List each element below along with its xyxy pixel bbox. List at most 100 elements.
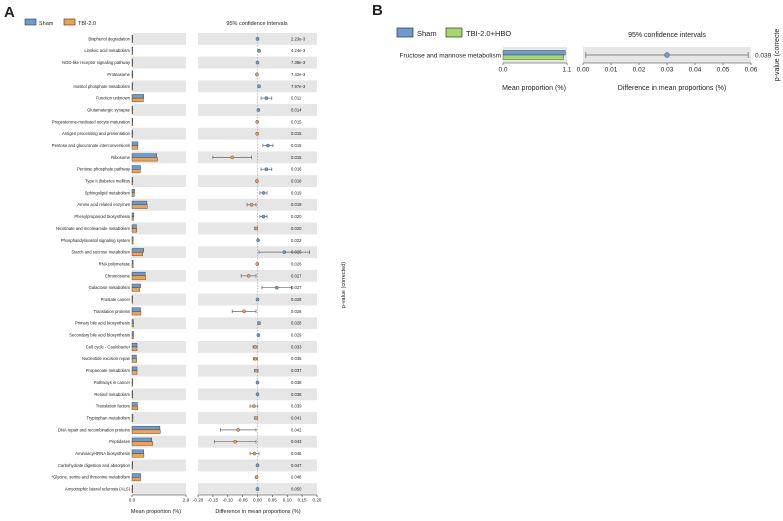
bar-sham xyxy=(131,437,152,442)
p-value: 0.015 xyxy=(291,119,302,124)
difference-point xyxy=(256,238,260,243)
bar-sham xyxy=(131,390,134,395)
p-value: 7.42e-3 xyxy=(291,72,306,77)
bar-sham xyxy=(131,117,134,123)
bar-sham xyxy=(131,485,134,490)
p-value: 0.029 xyxy=(291,333,302,338)
bar-tbi-2-0 xyxy=(131,405,138,411)
bar-sham xyxy=(131,248,144,253)
category-label: Phenylpropanoid biosynthesis xyxy=(74,214,130,219)
p-value: 7.97e-3 xyxy=(291,84,306,89)
bar-tbi-2-0 xyxy=(131,465,134,470)
bar-sham xyxy=(131,189,135,194)
p-value: 0.020 xyxy=(291,226,302,231)
stripe-left xyxy=(132,341,186,353)
legend-tbi-label: TBI-2.0 xyxy=(78,21,96,27)
panel-b-legend: Sham TBI-2.0+HBO xyxy=(396,27,511,38)
p-value: 0.038 xyxy=(291,392,302,397)
category-label: Sphingolipid metabolism xyxy=(85,190,131,195)
category-label: Peptidases xyxy=(109,439,130,444)
panel-b-confidence-intervals xyxy=(585,52,749,58)
bar-tbi-2-0 xyxy=(131,169,141,174)
right-tick-label: -0.20 xyxy=(193,498,204,503)
bar-tbi-2-0 xyxy=(131,216,134,221)
stripe-left xyxy=(132,269,186,282)
category-label: Translation proteins xyxy=(93,309,130,314)
right-tick-label: 0.01 xyxy=(605,67,618,74)
bar-tbi-2-0 xyxy=(131,394,134,399)
p-value: 0.025 xyxy=(291,250,302,255)
bar-sham xyxy=(131,58,134,63)
bar-tbi-2-0 xyxy=(131,263,134,268)
bar-tbi-2-0 xyxy=(131,204,148,209)
p-value: 0.047 xyxy=(291,463,302,468)
difference-point xyxy=(236,428,240,432)
bar-tbi-2-0 xyxy=(131,133,134,138)
bar-tbi-2-0 xyxy=(131,287,141,292)
stripe-left xyxy=(132,246,186,259)
bar-tbi-2-0 xyxy=(131,299,134,304)
category-label: Fructose and mannose metabolism xyxy=(399,52,501,59)
p-value: 0.015 xyxy=(291,155,302,160)
p-value: 0.039 xyxy=(291,404,302,409)
bar-tbi-2-0 xyxy=(131,145,138,150)
category-label: NOD-like receptor signaling pathway xyxy=(62,60,131,65)
bar-tbi-2-0 xyxy=(131,74,134,79)
p-value: 0.033 xyxy=(291,344,302,349)
p-value: 0.043 xyxy=(291,439,302,444)
stripe-left xyxy=(132,293,186,306)
difference-point xyxy=(254,368,259,373)
stripe-left xyxy=(132,459,186,472)
bar-tbi-2-0 xyxy=(131,228,137,233)
category-label: Phosphatidylinositol signaling system xyxy=(61,238,131,243)
category-label: Amyotrophic lateral sclerosis (ALS) xyxy=(65,487,131,492)
bar-sham xyxy=(131,449,144,454)
stripe-left xyxy=(132,56,186,69)
category-label: Function unknown xyxy=(96,96,131,101)
bar-tbi-2-0 xyxy=(131,488,134,493)
stripe-left xyxy=(132,80,186,93)
p-value: 0.028 xyxy=(291,309,302,314)
bar-sham xyxy=(131,165,141,170)
p-value: 7.38e-3 xyxy=(291,60,306,65)
bar-sham xyxy=(131,414,134,419)
bar-tbi-2-0 xyxy=(131,62,134,67)
category-label: Glutamatergic synapse xyxy=(87,107,130,112)
bar-tbi-2-0 xyxy=(131,192,135,197)
p-value: 0.035 xyxy=(291,356,302,361)
bar-sham xyxy=(131,260,134,265)
right-tick-label: 0.20 xyxy=(313,498,322,503)
legend-b-sham-label: Sham xyxy=(417,29,437,38)
p-value: 2.23e-3 xyxy=(291,36,306,41)
p-value: 0.042 xyxy=(291,427,302,432)
difference-point xyxy=(254,226,258,231)
bar-sham xyxy=(131,35,134,40)
difference-point xyxy=(257,321,261,326)
difference-point xyxy=(266,143,270,148)
bar-tbi-2-0 xyxy=(131,370,138,375)
right-tick-label: 0.00 xyxy=(577,67,590,74)
bar-tbi-2-0 xyxy=(131,38,134,43)
panel-b-letter: B xyxy=(372,2,383,19)
category-label: Inositol phosphate metabolism xyxy=(73,84,130,89)
panel-a-confidence-intervals xyxy=(212,37,310,491)
category-label: Type II diabetes mellitus xyxy=(85,179,130,184)
stripe-left xyxy=(132,388,186,401)
right-tick-label: -0.15 xyxy=(208,498,219,503)
bar-sham xyxy=(131,343,138,348)
bar-tbi-2-0 xyxy=(131,334,134,339)
panel-b-ci-title: 95% confidence intervals xyxy=(628,32,706,39)
category-label: Nucleotide excision repair xyxy=(82,356,131,361)
p-value: 0.015 xyxy=(291,143,302,148)
stripe-left xyxy=(132,175,186,187)
bar-sham xyxy=(131,366,138,371)
right-tick-label: 0.06 xyxy=(745,67,758,74)
legend-b-sham-swatch xyxy=(396,27,414,38)
bar-tbi-2-0 xyxy=(131,240,134,245)
bar-sham xyxy=(502,50,566,56)
difference-point xyxy=(253,356,258,361)
bar-sham xyxy=(131,46,134,51)
stripe-left xyxy=(132,364,186,377)
bar-sham xyxy=(131,331,134,336)
